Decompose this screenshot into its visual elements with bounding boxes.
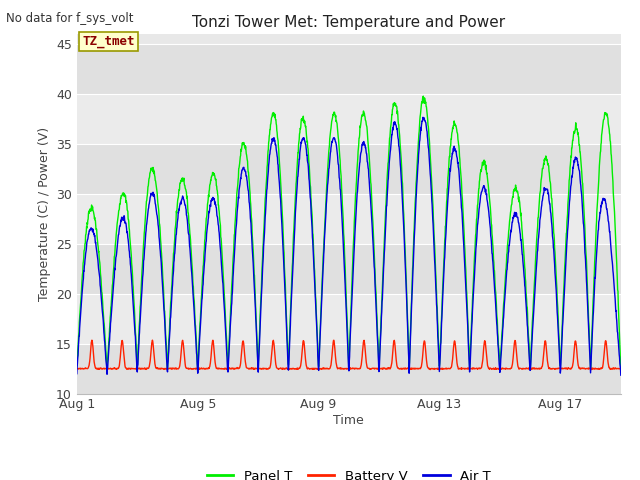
Bar — [77, 294, 621, 344]
Bar — [77, 144, 621, 193]
Bar — [77, 44, 621, 94]
X-axis label: Time: Time — [333, 414, 364, 427]
Bar — [77, 243, 621, 294]
Bar — [77, 193, 621, 243]
Bar — [77, 94, 621, 144]
Text: TZ_tmet: TZ_tmet — [82, 35, 135, 48]
Legend: Panel T, Battery V, Air T: Panel T, Battery V, Air T — [202, 464, 496, 480]
Y-axis label: Temperature (C) / Power (V): Temperature (C) / Power (V) — [38, 127, 51, 300]
Title: Tonzi Tower Met: Temperature and Power: Tonzi Tower Met: Temperature and Power — [192, 15, 506, 30]
Text: No data for f_sys_volt: No data for f_sys_volt — [6, 12, 134, 25]
Bar — [77, 344, 621, 394]
